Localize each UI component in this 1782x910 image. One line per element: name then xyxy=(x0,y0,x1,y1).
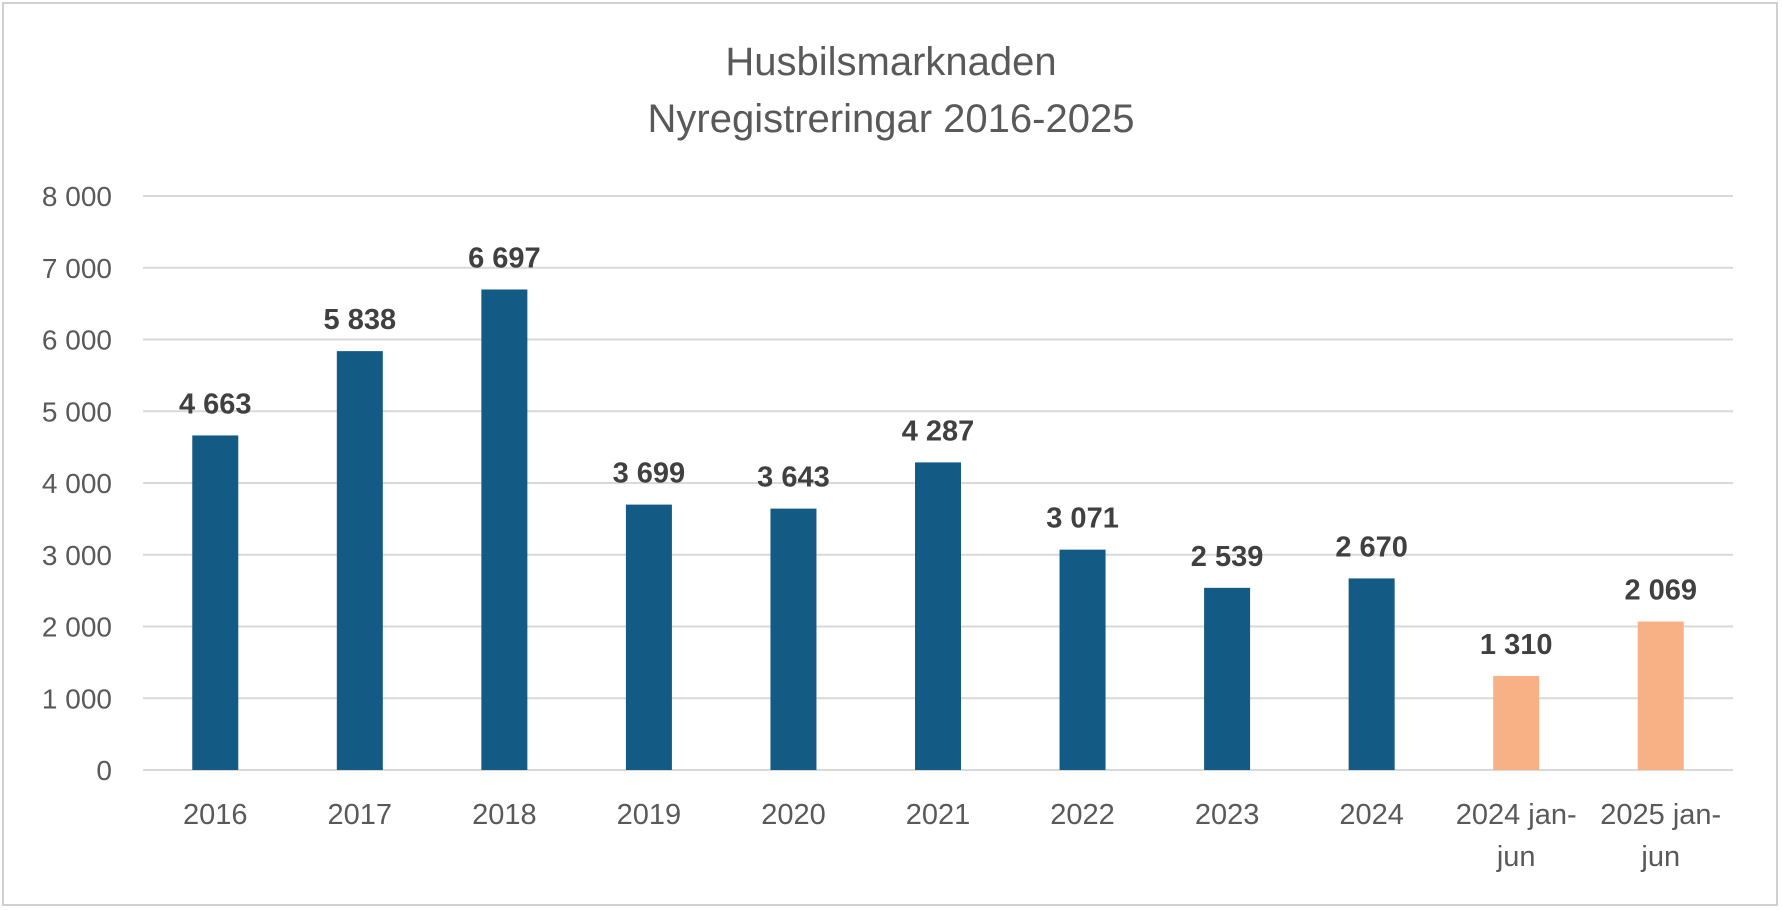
bar xyxy=(1204,587,1251,770)
y-tick-label: 5 000 xyxy=(42,396,112,427)
x-tick-label: 2023 xyxy=(1195,799,1260,831)
bar xyxy=(625,504,672,770)
bar xyxy=(336,351,383,770)
x-tick-label: 2020 xyxy=(761,799,826,831)
data-label: 4 663 xyxy=(179,388,252,420)
x-tick-label: 2017 xyxy=(328,799,393,831)
chart-subtitle: Nyregistreringar 2016-2025 xyxy=(647,97,1135,141)
bar xyxy=(770,508,817,770)
x-tick-label: 2024 xyxy=(1339,799,1404,831)
x-tick-label: 2019 xyxy=(617,799,682,831)
y-tick-label: 3 000 xyxy=(42,540,112,571)
bar xyxy=(1059,549,1106,770)
y-axis-tick-labels: 0 1 000 2 000 3 000 4 000 5 000 6 000 7 000 8 00… xyxy=(42,181,112,786)
y-tick-label: 0 xyxy=(96,755,112,786)
chart-title: Husbilsmarknaden xyxy=(725,40,1057,84)
y-tick-label: 7 000 xyxy=(42,253,112,284)
data-label: 3 699 xyxy=(613,458,686,490)
data-label: 5 838 xyxy=(324,304,397,336)
bar xyxy=(1493,676,1540,770)
data-label: 6 697 xyxy=(468,242,541,274)
x-axis-tick-labels: 2016 2017 2018 2019 2020 2021 2022 2023 2024 2024… xyxy=(183,799,1721,873)
bars xyxy=(192,289,1684,770)
bar xyxy=(1348,578,1395,770)
data-labels: 4 663 5 838 6 697 3 699 3 643 4 287 3 071 2 539… xyxy=(179,242,1697,661)
data-label: 2 069 xyxy=(1624,575,1697,607)
data-label: 2 539 xyxy=(1191,541,1264,573)
x-tick-label: 2018 xyxy=(472,799,537,831)
y-tick-label: 6 000 xyxy=(42,325,112,356)
x-tick-label: 2022 xyxy=(1050,799,1115,831)
data-label: 3 071 xyxy=(1046,503,1119,535)
y-tick-label: 8 000 xyxy=(42,181,112,212)
data-label: 3 643 xyxy=(757,462,830,494)
x-tick-label: 2025 jan- xyxy=(1600,799,1721,831)
x-tick-label: jun xyxy=(1496,841,1536,873)
bar xyxy=(1637,621,1684,770)
y-tick-label: 1 000 xyxy=(42,683,112,714)
x-tick-label: 2016 xyxy=(183,799,248,831)
y-tick-label: 4 000 xyxy=(42,468,112,499)
bar xyxy=(192,435,239,770)
bar xyxy=(481,289,528,770)
data-label: 1 310 xyxy=(1480,629,1553,661)
x-tick-label: 2021 xyxy=(906,799,971,831)
bar xyxy=(915,462,961,770)
x-tick-label: 2024 jan- xyxy=(1456,799,1577,831)
y-tick-label: 2 000 xyxy=(42,612,112,643)
x-tick-label: jun xyxy=(1640,841,1680,873)
data-label: 4 287 xyxy=(902,415,975,447)
data-label: 2 670 xyxy=(1335,531,1408,563)
